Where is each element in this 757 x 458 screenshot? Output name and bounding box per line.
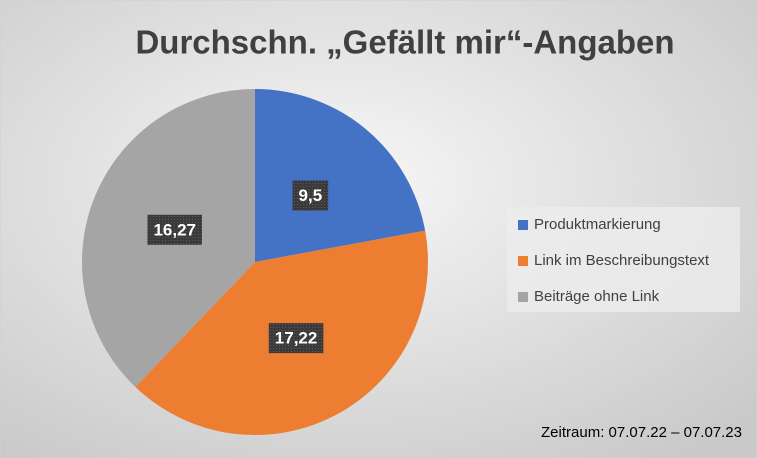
legend-swatch — [518, 292, 528, 302]
data-label: 17,22 — [275, 329, 318, 348]
data-label-box — [268, 323, 324, 354]
legend-label: Link im Beschreibungstext — [534, 252, 710, 269]
legend-box — [507, 207, 740, 312]
chart-title: Durchschn. „Gefällt mir“-Angaben — [135, 24, 674, 61]
legend-swatch — [518, 256, 528, 266]
pie-slice — [255, 89, 426, 262]
data-label-box — [292, 180, 329, 211]
data-label: 9,5 — [299, 186, 323, 205]
legend-label: Produktmarkierung — [534, 216, 661, 233]
legend-swatch — [518, 220, 528, 230]
annotation: Zeitraum: 07.07.22 – 07.07.23 — [541, 424, 742, 441]
data-label: 16,27 — [153, 220, 196, 239]
data-label-box — [147, 214, 203, 245]
legend-label: Beiträge ohne Link — [534, 288, 660, 305]
